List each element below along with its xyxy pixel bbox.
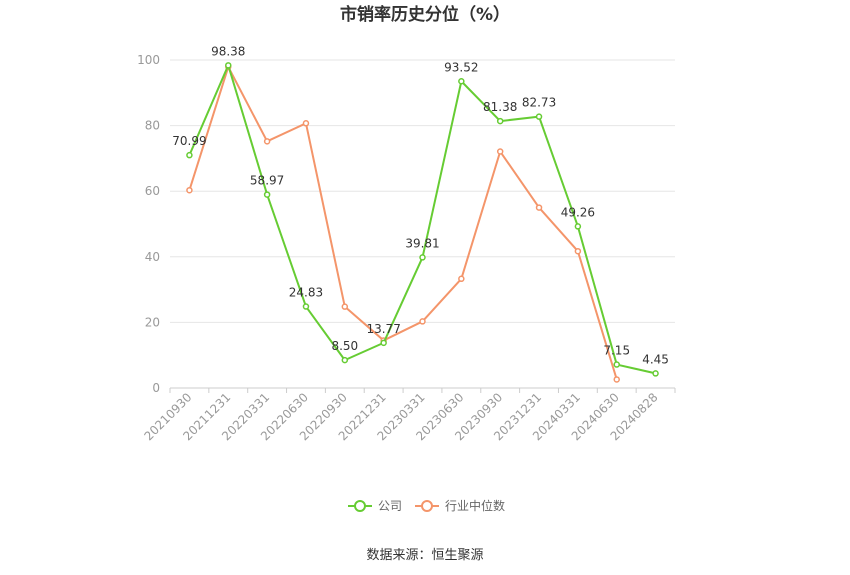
data-point [652, 370, 659, 377]
data-point [263, 138, 271, 145]
data-point [535, 113, 543, 120]
data-point [458, 275, 465, 283]
y-tick-label: 0 [152, 381, 160, 395]
data-point [186, 151, 193, 159]
data-point [419, 254, 426, 261]
legend-swatch-marker [421, 500, 433, 512]
data-point [263, 191, 271, 198]
legend-label: 行业中位数 [445, 498, 505, 513]
y-tick-label: 60 [145, 184, 160, 198]
data-label: 39.81 [405, 236, 439, 250]
data-label: 8.50 [331, 339, 358, 353]
data-labels: 70.99 98.38 58.97 24.83 8.50 13.77 39.81 93.52 8… [172, 44, 669, 366]
grid [170, 59, 675, 323]
data-point [380, 339, 387, 347]
chart-title: 市销率历史分位（%） [340, 4, 510, 25]
data-point [496, 117, 504, 125]
data-label: 7.15 [603, 344, 630, 358]
y-tick-label: 80 [145, 119, 160, 133]
series-line [188, 65, 618, 380]
data-point [341, 356, 349, 364]
series-group [186, 62, 659, 383]
legend: 公司 行业中位数 [348, 498, 505, 513]
source-note: 数据来源：恒生聚源 [366, 548, 483, 563]
x-axis: 2021093020211231202203312022063020220930… [141, 387, 676, 443]
data-label: 93.52 [444, 60, 478, 74]
data-label: 98.38 [211, 44, 245, 58]
data-point [613, 376, 620, 383]
legend-label: 公司 [378, 499, 402, 513]
data-point [574, 247, 582, 255]
y-tick-label: 20 [145, 315, 160, 329]
data-label: 24.83 [289, 286, 323, 300]
data-label: 82.73 [522, 96, 556, 110]
data-point [458, 78, 465, 85]
data-label: 81.38 [483, 100, 517, 114]
data-label: 13.77 [366, 322, 400, 336]
data-point [302, 120, 310, 127]
data-point [341, 303, 349, 310]
data-point [613, 361, 620, 368]
data-label: 49.26 [561, 205, 595, 219]
data-label: 4.45 [642, 352, 669, 366]
y-axis: 0 20 40 60 80 100 [137, 53, 160, 395]
y-tick-label: 100 [137, 53, 160, 67]
data-point [419, 318, 426, 325]
legend-swatch-marker [354, 500, 366, 512]
data-label: 70.99 [172, 134, 206, 148]
y-tick-label: 40 [145, 250, 160, 264]
data-point [535, 204, 543, 211]
data-point [302, 303, 310, 310]
data-point [574, 223, 582, 230]
data-point [496, 148, 504, 155]
data-point [186, 186, 193, 194]
data-point [225, 62, 232, 69]
data-label: 58.97 [250, 174, 284, 188]
